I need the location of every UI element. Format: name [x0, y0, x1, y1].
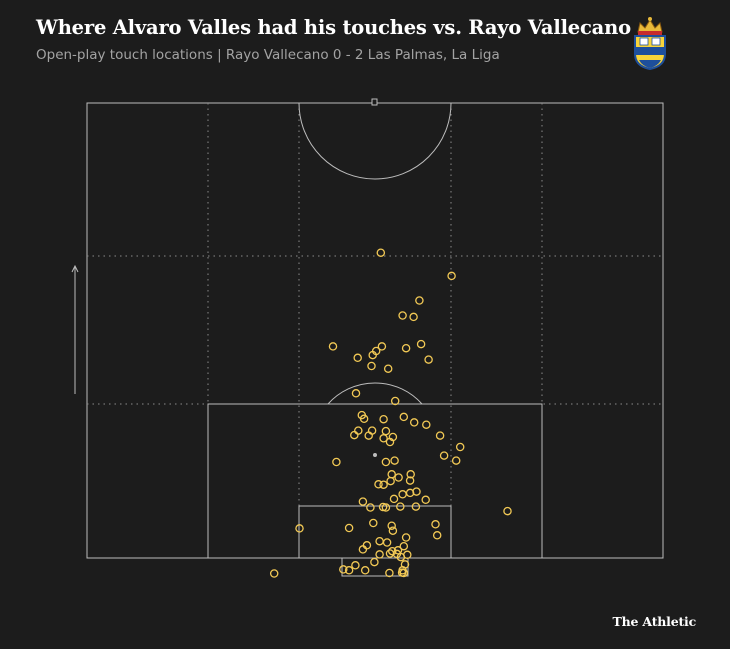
- touch-point: [328, 342, 338, 351]
- penalty-area: [207, 403, 543, 559]
- touch-point: [367, 426, 377, 435]
- touch-point: [415, 296, 424, 305]
- touch-point: [416, 339, 426, 349]
- touch-point: [351, 389, 361, 398]
- touch-point: [369, 518, 378, 528]
- touch-point: [399, 412, 409, 422]
- touch-point: [359, 414, 369, 424]
- touch-point: [366, 503, 375, 512]
- touch-point: [379, 480, 388, 489]
- touch-point: [344, 523, 354, 533]
- touch-point: [394, 473, 403, 482]
- touch-point: [295, 524, 304, 533]
- touch-point: [389, 494, 399, 504]
- touch-point: [376, 248, 386, 257]
- touch-point: [354, 426, 363, 435]
- touch-point: [350, 430, 359, 440]
- club-crest-icon: [634, 17, 666, 70]
- touch-point: [374, 480, 383, 489]
- touch-point: [435, 431, 445, 440]
- touch-point: [358, 497, 368, 506]
- touch-point: [455, 442, 465, 452]
- touch-point: [360, 566, 370, 575]
- touch-point: [370, 557, 379, 567]
- pitch-markings: [86, 98, 664, 577]
- touch-point: [390, 396, 400, 406]
- touch-point: [447, 271, 456, 281]
- touch-point: [405, 476, 415, 485]
- touch-point: [422, 420, 431, 429]
- touch-point: [431, 520, 440, 529]
- touch-point: [401, 533, 411, 542]
- touch-point: [344, 566, 354, 575]
- penalty-arc: [327, 382, 423, 405]
- touch-point: [396, 552, 406, 562]
- touch-point: [387, 521, 396, 530]
- touch-point: [424, 355, 433, 364]
- touch-point: [432, 531, 442, 540]
- touch-point: [399, 541, 409, 551]
- touch-point: [269, 569, 279, 578]
- touch-point: [381, 457, 391, 467]
- touch-point: [378, 502, 388, 512]
- touch-point: [382, 538, 392, 547]
- touch-point: [377, 342, 387, 351]
- touch-point: [396, 502, 405, 511]
- touch-point: [409, 312, 418, 322]
- attack-direction-arrow: [71, 264, 79, 394]
- centre-spot: [371, 98, 378, 106]
- crown-icon: [637, 17, 663, 35]
- touch-point: [351, 561, 360, 570]
- touch-point: [379, 414, 388, 424]
- touch-point: [398, 566, 407, 575]
- six-yard-box: [298, 505, 452, 559]
- touch-point: [385, 568, 394, 578]
- touch-point: [398, 490, 407, 499]
- publisher-logo: The Athletic: [612, 614, 697, 629]
- chart-title: Where Alvaro Valles had his touches vs. …: [36, 16, 631, 39]
- touch-point: [379, 434, 388, 443]
- touch-point: [409, 418, 419, 427]
- touch-point: [411, 502, 421, 511]
- touch-point: [398, 311, 407, 320]
- touch-point: [386, 476, 395, 486]
- touch-point: [371, 346, 381, 356]
- touch-point: [393, 546, 403, 555]
- touch-point: [388, 526, 398, 535]
- chart-subtitle: Open-play touch locations | Rayo Valleca…: [36, 47, 500, 63]
- touch-point: [358, 545, 368, 554]
- touch-point: [367, 361, 376, 371]
- touch-point: [401, 343, 411, 353]
- touch-point: [339, 565, 348, 574]
- touch-point: [385, 437, 395, 447]
- centre-circle: [298, 102, 452, 180]
- touch-point: [451, 456, 461, 465]
- touch-point: [381, 426, 391, 436]
- pitch-outline: [86, 102, 664, 559]
- touch-point: [387, 470, 396, 479]
- touch-point: [362, 541, 372, 550]
- touch-point: [406, 470, 415, 479]
- touch-point: [353, 353, 362, 363]
- penalty-spot: [373, 453, 377, 457]
- touch-point: [375, 536, 384, 546]
- touch-point: [503, 506, 512, 516]
- touch-point: [332, 457, 341, 467]
- touch-point: [388, 546, 397, 556]
- touch-point: [390, 456, 399, 465]
- touch-points: [269, 248, 512, 578]
- touch-point: [421, 495, 430, 505]
- touch-point: [375, 550, 384, 559]
- touch-point: [439, 451, 449, 460]
- touch-point: [383, 364, 393, 373]
